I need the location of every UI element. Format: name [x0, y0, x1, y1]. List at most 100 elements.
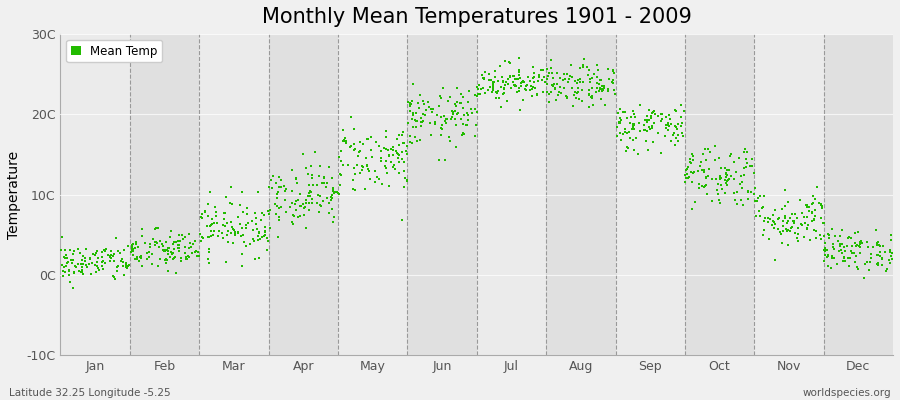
Point: [454, 91, 468, 97]
Point: [722, 176, 736, 183]
Point: [256, 232, 271, 239]
Point: [183, 240, 197, 246]
Point: [374, 181, 389, 187]
Point: [446, 111, 460, 117]
Point: [75, 264, 89, 270]
Point: [260, 247, 274, 253]
Bar: [685, 34, 754, 355]
Point: [732, 155, 746, 162]
Point: [508, 76, 522, 82]
Point: [367, 179, 382, 186]
Point: [184, 244, 198, 250]
Point: [511, 69, 526, 76]
Point: [510, 76, 525, 83]
Point: [702, 166, 716, 172]
Point: [734, 173, 748, 179]
Point: [713, 175, 727, 181]
Point: [322, 210, 337, 216]
Point: [683, 156, 698, 162]
Point: [835, 258, 850, 264]
Point: [640, 119, 654, 125]
Point: [424, 106, 438, 113]
Point: [542, 70, 556, 77]
Point: [484, 88, 499, 95]
Point: [712, 155, 726, 161]
Point: [146, 236, 160, 242]
Point: [438, 116, 453, 122]
Point: [620, 144, 634, 150]
Point: [726, 176, 741, 182]
Point: [333, 148, 347, 154]
Point: [797, 214, 812, 220]
Point: [717, 177, 732, 184]
Point: [654, 116, 669, 122]
Point: [748, 185, 762, 192]
Point: [76, 261, 90, 268]
Point: [296, 201, 310, 208]
Legend: Mean Temp: Mean Temp: [67, 40, 162, 62]
Point: [644, 115, 658, 122]
Point: [484, 77, 499, 84]
Point: [285, 212, 300, 218]
Point: [455, 132, 470, 138]
Point: [166, 255, 181, 261]
Point: [563, 62, 578, 68]
Point: [504, 85, 518, 92]
Point: [163, 228, 177, 234]
Point: [681, 175, 696, 181]
Point: [249, 215, 264, 222]
Point: [738, 146, 752, 152]
Point: [160, 247, 175, 253]
Point: [90, 262, 104, 269]
Point: [794, 221, 808, 228]
Point: [844, 250, 859, 256]
Point: [876, 243, 890, 250]
Point: [411, 100, 426, 106]
Point: [797, 234, 812, 240]
Point: [512, 72, 526, 79]
Point: [785, 224, 799, 230]
Point: [392, 170, 406, 176]
Point: [549, 81, 563, 87]
Point: [297, 204, 311, 210]
Point: [325, 186, 339, 192]
Point: [837, 254, 851, 260]
Point: [698, 175, 713, 181]
Point: [322, 200, 337, 206]
Point: [390, 136, 404, 142]
Point: [233, 202, 248, 208]
Point: [701, 173, 716, 180]
Point: [159, 260, 174, 267]
Point: [109, 235, 123, 242]
Point: [606, 77, 620, 83]
Point: [436, 113, 451, 119]
Point: [301, 171, 315, 178]
Point: [817, 247, 832, 254]
Point: [195, 211, 210, 218]
Point: [360, 136, 374, 142]
Point: [230, 214, 245, 220]
Point: [85, 260, 99, 266]
Point: [832, 248, 847, 254]
Point: [61, 268, 76, 274]
Point: [582, 104, 597, 110]
Point: [680, 171, 695, 178]
Bar: [338, 34, 408, 355]
Point: [269, 180, 284, 186]
Point: [448, 108, 463, 114]
Point: [416, 110, 430, 117]
Point: [236, 232, 250, 239]
Point: [648, 111, 662, 118]
Point: [674, 114, 688, 120]
Point: [313, 163, 328, 170]
Point: [163, 254, 177, 260]
Point: [221, 228, 236, 234]
Point: [872, 252, 886, 259]
Point: [679, 175, 693, 181]
Point: [540, 73, 554, 80]
Point: [372, 176, 386, 182]
Point: [396, 159, 410, 166]
Point: [805, 208, 819, 215]
Point: [211, 233, 225, 239]
Point: [818, 251, 832, 258]
